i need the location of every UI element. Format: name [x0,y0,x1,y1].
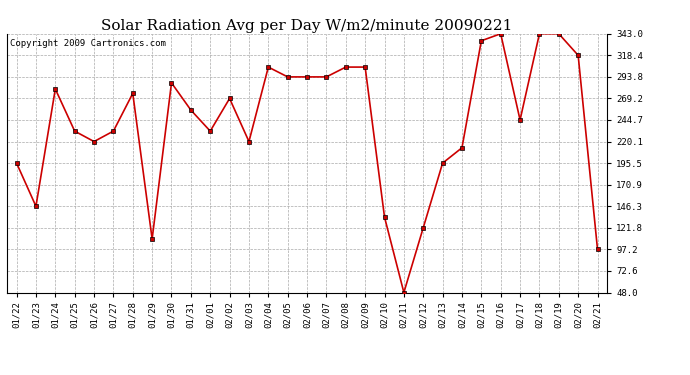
Title: Solar Radiation Avg per Day W/m2/minute 20090221: Solar Radiation Avg per Day W/m2/minute … [101,19,513,33]
Text: Copyright 2009 Cartronics.com: Copyright 2009 Cartronics.com [10,39,166,48]
